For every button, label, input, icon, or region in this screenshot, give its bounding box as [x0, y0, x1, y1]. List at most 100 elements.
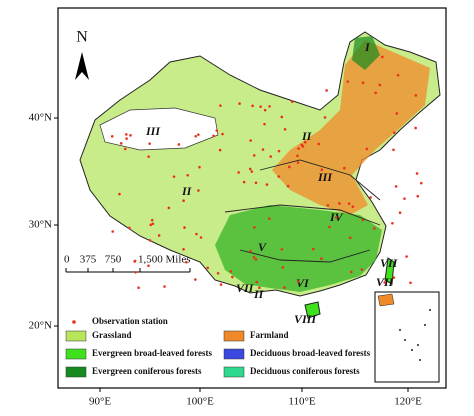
station-dot	[197, 189, 200, 192]
station-dot	[231, 275, 234, 279]
station-dot	[123, 147, 127, 151]
station-dot	[283, 286, 286, 289]
region-label: II	[253, 287, 265, 301]
station-dot	[277, 149, 281, 153]
station-dot	[251, 104, 254, 108]
region-label: I	[364, 40, 371, 54]
region-boundaries	[224, 159, 381, 263]
station-dot	[361, 81, 365, 85]
station-dot	[392, 148, 395, 152]
legend-swatch	[223, 330, 245, 342]
station-dot	[396, 73, 400, 77]
region-label: V	[258, 240, 267, 254]
hainan	[304, 301, 321, 319]
station-dot	[242, 180, 246, 184]
station-dot	[415, 172, 419, 175]
legend-swatch	[65, 366, 87, 378]
legend-label: Deciduous broad-leaved forests	[250, 348, 371, 358]
station-dot	[281, 266, 285, 269]
station-dot	[258, 286, 261, 290]
station-dot	[149, 223, 153, 227]
axis-ticks	[54, 117, 409, 392]
lon-label: 110°E	[288, 396, 315, 408]
station-dot	[212, 134, 215, 138]
station-dot	[182, 199, 185, 203]
station-dot	[347, 202, 351, 205]
legend-marker	[72, 320, 76, 324]
station-dot	[172, 175, 176, 178]
region-label: III	[145, 124, 161, 138]
legend-swatch	[223, 348, 245, 360]
station-dot	[419, 181, 423, 185]
station-dot	[326, 203, 330, 207]
station-dot	[261, 148, 265, 151]
legend-label: Evergreen coniferous forests	[92, 366, 202, 376]
station-dot	[263, 122, 266, 126]
station-dot	[147, 155, 150, 158]
station-dot	[177, 143, 181, 146]
station-dot	[194, 278, 197, 281]
station-dot	[129, 134, 132, 137]
station-dot	[296, 154, 299, 158]
station-dot	[167, 206, 171, 210]
station-dot	[374, 91, 377, 95]
station-dot	[392, 276, 396, 279]
region-label: VI	[296, 276, 310, 290]
station-dot	[267, 217, 271, 220]
legend-swatch	[65, 348, 87, 360]
station-dot	[199, 236, 203, 239]
station-dot	[216, 271, 220, 275]
station-dot	[283, 127, 287, 131]
station-dot	[206, 266, 210, 270]
station-dot	[349, 270, 353, 274]
station-dot	[111, 230, 115, 233]
station-dot	[325, 89, 328, 92]
lon-label: 100°E	[186, 396, 214, 408]
station-dot	[320, 168, 324, 172]
station-dot	[334, 216, 338, 219]
station-dot	[221, 132, 224, 136]
station-dot	[317, 142, 321, 146]
station-dot	[360, 268, 364, 271]
desert-zone	[99, 107, 219, 151]
station-dot	[148, 142, 151, 145]
station-dot	[416, 194, 420, 198]
region-label: VII	[236, 281, 255, 295]
station-dot	[311, 247, 315, 251]
station-dot	[323, 116, 327, 119]
station-dot	[320, 257, 323, 261]
station-dot	[250, 170, 254, 173]
station-dot	[405, 255, 408, 258]
scale-label: 0	[64, 254, 70, 266]
station-dot	[110, 135, 114, 138]
north-arrow	[75, 52, 89, 80]
station-dot	[237, 171, 240, 174]
station-dot	[343, 166, 346, 170]
station-dot	[254, 181, 258, 185]
station-dot	[394, 185, 398, 188]
station-dot	[219, 283, 223, 286]
legend-label: Farmland	[250, 330, 289, 340]
inset-land	[377, 293, 395, 307]
station-dot	[133, 260, 136, 263]
lon-label: 90°E	[89, 396, 111, 408]
forest-zone-ne	[352, 36, 380, 70]
region-label: VII	[380, 256, 399, 270]
station-dot	[392, 131, 396, 134]
station-dot	[381, 55, 384, 59]
station-dot	[378, 83, 382, 87]
lat-label: 40°N	[29, 112, 52, 124]
station-dot	[365, 147, 369, 151]
station-dot	[290, 100, 294, 103]
station-dot	[338, 202, 341, 205]
station-dot	[183, 226, 186, 229]
station-dot	[268, 105, 271, 108]
station-dot	[195, 232, 198, 236]
station-dot	[151, 222, 155, 226]
station-dot	[328, 225, 331, 229]
station-dot	[163, 285, 166, 288]
station-dot	[280, 115, 284, 119]
station-dot	[229, 270, 233, 273]
legend: Observation station Grassland Farmland Ever…	[65, 316, 371, 378]
region-label: VIII	[294, 312, 317, 326]
